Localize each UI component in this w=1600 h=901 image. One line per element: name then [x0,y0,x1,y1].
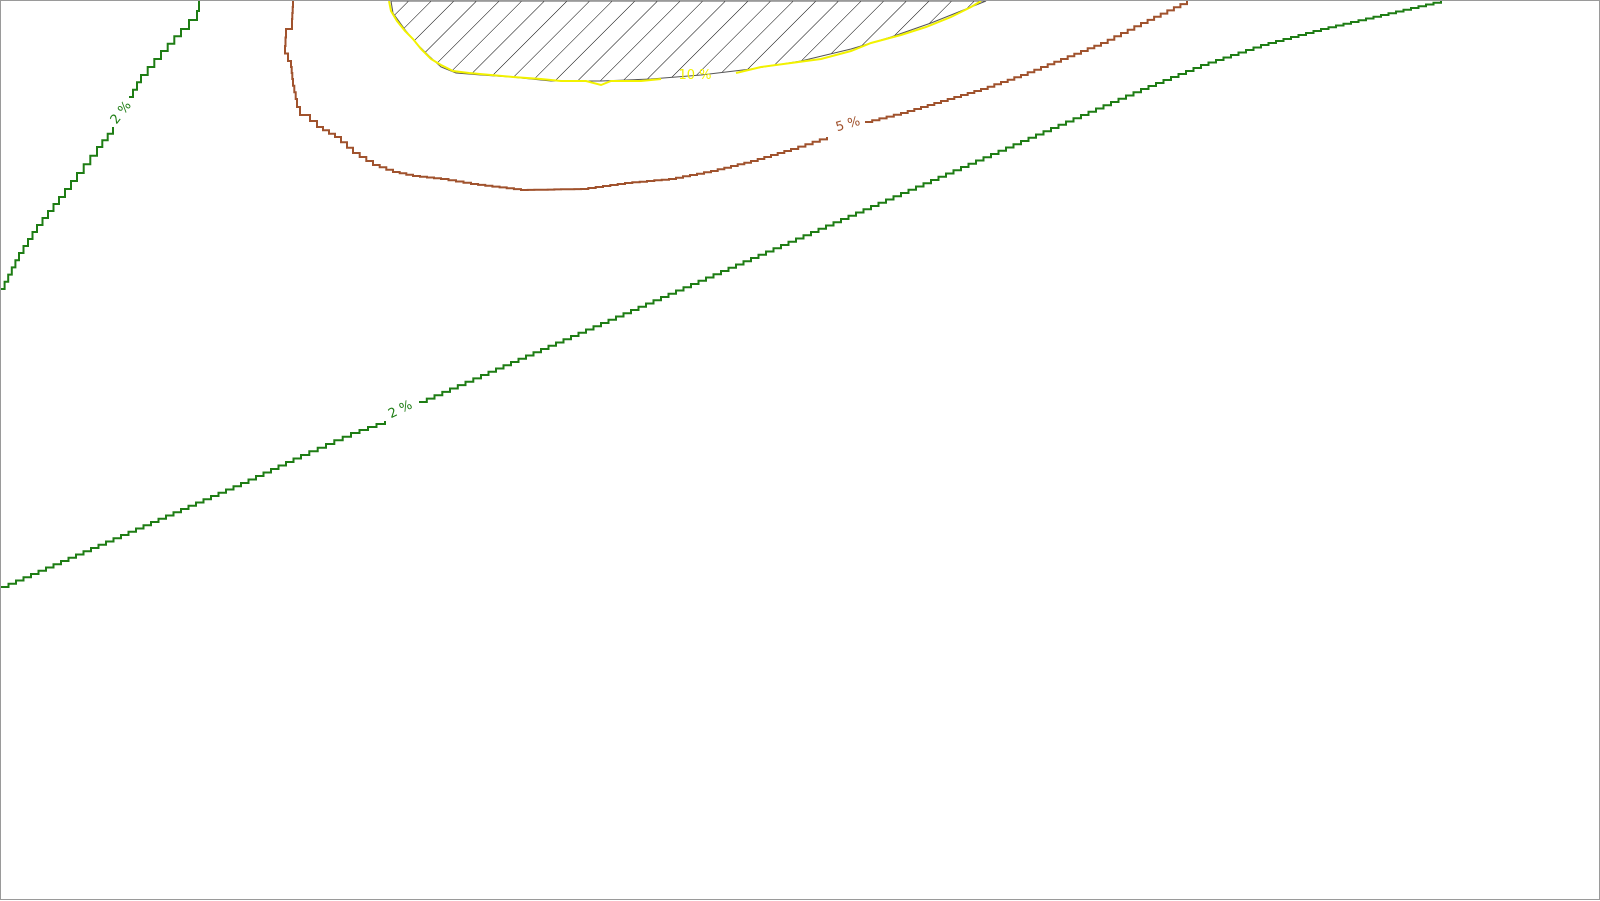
contour-line-2-main-upper [419,1,1442,403]
contour-label-2-main: 2 % [386,398,415,422]
contour-line-2-main [1,421,386,588]
contour-line-2-left [1,127,114,290]
contour-label-2-left: 2 % [108,98,135,127]
contour-line-5-right [865,1,1188,123]
contour-label-5: 5 % [834,114,862,135]
contour-line-10-right [735,1,982,74]
contour-label-10: 10 % [678,68,711,83]
contour-line-2-left-upper [129,1,200,98]
contour-line-5 [284,1,828,191]
contour-line-10 [388,1,662,87]
